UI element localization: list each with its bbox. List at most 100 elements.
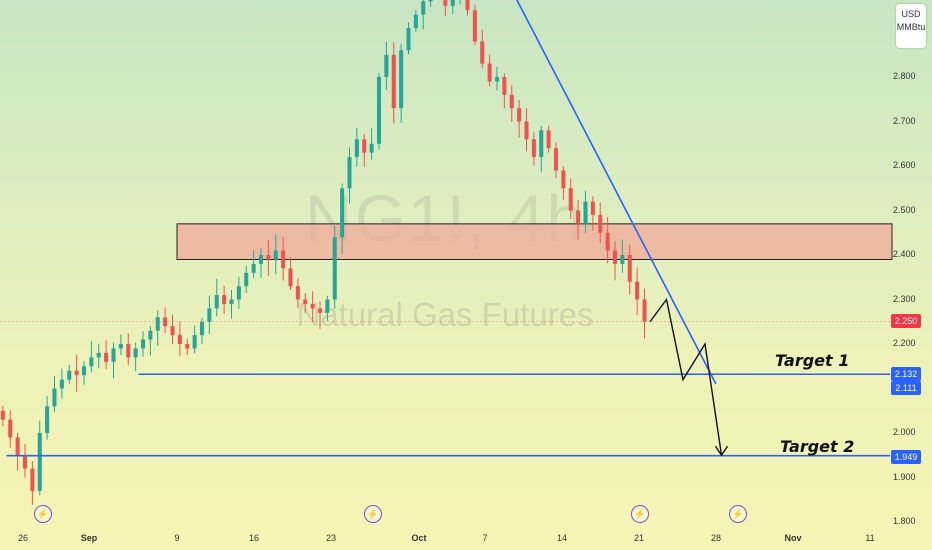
candle-body xyxy=(627,255,632,282)
candle-body xyxy=(539,130,544,158)
candle-body xyxy=(258,255,264,264)
candle-body xyxy=(163,317,168,327)
candle-body xyxy=(428,0,433,2)
candle-body xyxy=(553,148,559,171)
candle-body xyxy=(480,41,485,64)
time-tick-label: 21 xyxy=(633,533,645,543)
descending-trendline xyxy=(516,0,717,385)
price-tick-label: 2.200 xyxy=(893,338,916,348)
candle-body xyxy=(266,255,271,260)
candle-body xyxy=(251,263,256,273)
candle-body xyxy=(199,321,205,336)
candle-body xyxy=(494,77,500,82)
candle-body xyxy=(104,352,109,362)
target-2-price-badge: 1.949 xyxy=(891,450,921,464)
candle-body xyxy=(140,339,146,349)
candle-body xyxy=(45,406,50,433)
candle-body xyxy=(620,255,625,264)
price-tick-label: 1.900 xyxy=(893,471,916,482)
price-tick-label: 2.800 xyxy=(893,71,916,81)
candle-body xyxy=(170,326,175,336)
lightning-circle-icon[interactable]: ⚡ xyxy=(729,505,747,523)
candle-body xyxy=(148,330,153,340)
candle-body xyxy=(590,201,595,215)
candle-body xyxy=(524,121,529,140)
candle-body xyxy=(332,237,337,300)
candle-body xyxy=(325,299,330,313)
candle-body xyxy=(207,308,212,322)
candle-body xyxy=(399,50,404,109)
target-1-label: Target 1 xyxy=(775,351,850,370)
unit-label: MMBtu xyxy=(896,22,926,32)
candle-body xyxy=(421,1,426,15)
candle-body xyxy=(96,352,101,358)
candle-body xyxy=(340,188,345,238)
candle-body xyxy=(347,157,352,189)
candle-body xyxy=(118,344,123,349)
projection-arrowhead xyxy=(714,445,729,457)
price-tick-label: 2.600 xyxy=(893,160,916,170)
candle-body xyxy=(546,130,551,149)
lightning-circle-icon[interactable]: ⚡ xyxy=(364,505,382,523)
candle-body xyxy=(8,419,13,438)
candle-body xyxy=(74,370,79,376)
time-tick-label: 26 xyxy=(17,533,29,543)
price-tick-label: 2.400 xyxy=(893,249,916,259)
candle-body xyxy=(391,54,396,109)
time-tick-label: Nov xyxy=(784,533,802,543)
candle-body xyxy=(635,281,640,300)
candle-body xyxy=(229,299,234,304)
candle-body xyxy=(362,139,367,153)
candle-body xyxy=(295,286,300,300)
candle-body xyxy=(413,14,418,29)
time-tick-label: 28 xyxy=(710,533,722,543)
candle-body xyxy=(317,308,323,313)
candle-body xyxy=(222,295,227,304)
resistance-zone xyxy=(176,223,893,260)
level-2-111-badge: 2.111 xyxy=(891,381,921,395)
candle-body xyxy=(376,77,382,144)
candle-body xyxy=(465,0,470,11)
candle-body xyxy=(111,348,116,362)
candle-body xyxy=(214,295,219,309)
candle-body xyxy=(67,370,72,380)
candle-body xyxy=(185,344,190,349)
currency-unit-box[interactable]: USD MMBtu xyxy=(896,4,926,48)
candle-body xyxy=(288,268,293,287)
candle-body xyxy=(244,272,249,287)
candle-body xyxy=(443,0,448,6)
price-tick-label: 2.000 xyxy=(893,427,916,437)
candle-body xyxy=(487,63,492,82)
candle-body xyxy=(303,299,308,304)
candle-body xyxy=(384,54,389,77)
candle-body xyxy=(642,299,647,322)
candle-body xyxy=(281,250,286,269)
candle-body xyxy=(81,366,87,376)
time-tick-label: Sep xyxy=(80,533,98,543)
time-tick-label: 14 xyxy=(556,533,568,543)
candle-body xyxy=(568,188,573,211)
candle-body xyxy=(517,108,522,122)
candle-body xyxy=(177,335,182,344)
time-tick-label: 23 xyxy=(325,533,337,543)
candle-body xyxy=(126,344,131,358)
time-tick-label: 16 xyxy=(248,533,260,543)
candle-body xyxy=(0,410,5,420)
time-tick-label: 11 xyxy=(865,533,875,543)
candle-body xyxy=(310,303,315,309)
time-tick-label: 7 xyxy=(482,533,488,543)
candle-body xyxy=(369,143,374,153)
candle-body xyxy=(450,0,455,6)
candle-body xyxy=(561,170,566,189)
currency-label: USD xyxy=(901,9,921,19)
candle-body xyxy=(598,214,603,233)
price-tick-label: 2.500 xyxy=(893,204,916,215)
lightning-circle-icon[interactable]: ⚡ xyxy=(631,505,649,523)
candle-body xyxy=(133,348,138,358)
lightning-circle-icon[interactable]: ⚡ xyxy=(34,505,52,523)
candle-body xyxy=(612,250,618,264)
price-tick-label: 2.700 xyxy=(893,115,916,126)
candle-body xyxy=(52,388,57,407)
